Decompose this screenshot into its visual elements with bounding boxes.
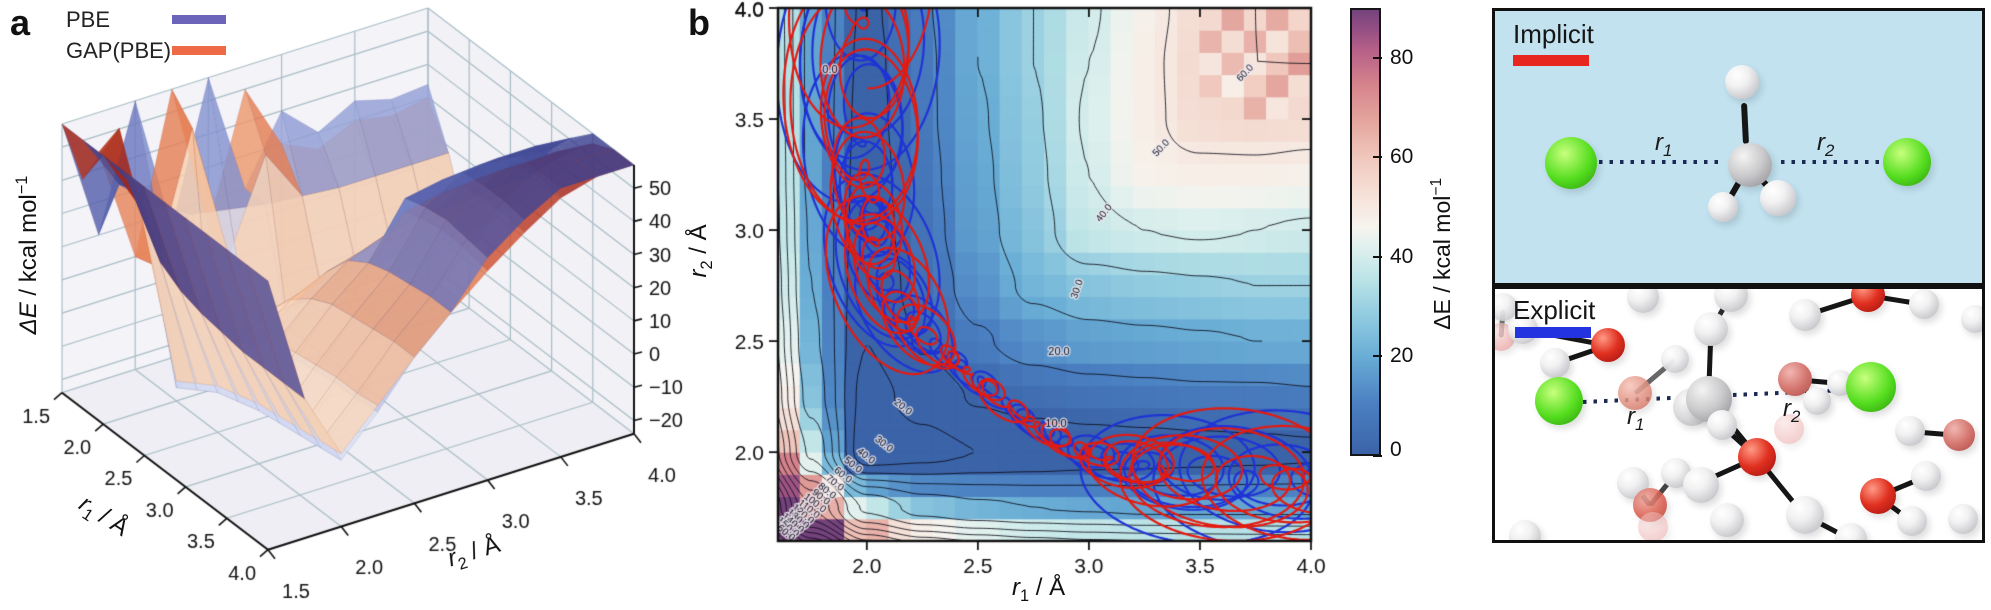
surface-plot-canvas (0, 0, 700, 610)
x-axis-title-contour: r1 / Å (1012, 574, 1066, 605)
explicit-r1-label: r1 (1627, 403, 1645, 434)
panel-a-label: a (10, 2, 31, 43)
legend-swatch-gap (172, 46, 226, 55)
atom-h (1897, 506, 1927, 536)
atom-h (1708, 192, 1738, 222)
y-axis-title-contour: r2 / Å (685, 224, 716, 278)
distance-dotted-line (1599, 160, 1720, 164)
z-axis-title: ΔE / kcal mol−1 (13, 175, 42, 335)
atom-cl (1545, 137, 1597, 189)
colorbar-tick-mark (1373, 355, 1382, 358)
colorbar-tick-label: 40 (1390, 244, 1414, 268)
colorbar-tick-mark (1373, 455, 1382, 457)
atom-orose (1943, 419, 1975, 451)
atom-h (1540, 348, 1570, 378)
colorbar-tick-mark (1373, 156, 1382, 159)
atom-o (1738, 438, 1776, 476)
colorbar-tick-mark (1373, 255, 1382, 258)
atom-h (1895, 416, 1925, 446)
atom-c (1728, 143, 1772, 187)
atom-ofade (1638, 512, 1668, 540)
atom-h (1725, 65, 1759, 99)
atom-h (1786, 496, 1824, 534)
atom-h (1789, 299, 1821, 331)
atom-h (1509, 520, 1541, 540)
atom-h (1661, 345, 1689, 373)
distance-dotted-line (1781, 160, 1881, 164)
colorbar-tick-label: 60 (1390, 145, 1414, 169)
explicit-model-panel: r1 r2 Explicit (1492, 286, 1985, 543)
legend-swatch-pbe (172, 15, 226, 24)
atom-h (1835, 523, 1867, 540)
implicit-color-bar (1513, 55, 1589, 66)
atom-h (1760, 180, 1796, 216)
legend-row-pbe: PBE (66, 4, 226, 35)
legend-label-pbe: PBE (66, 6, 111, 32)
colorbar-title: ΔE / kcal mol−1 (1428, 177, 1455, 330)
legend-label-gap: GAP(PBE) (66, 37, 172, 63)
atom-o (1860, 478, 1896, 514)
atom-h (1714, 289, 1748, 312)
implicit-model-panel: r1 r2 Implicit (1492, 8, 1985, 286)
colorbar-tick-mark (1373, 56, 1382, 59)
atom-cl (1846, 362, 1896, 412)
colorbar-tick-label: 0 (1390, 438, 1402, 461)
surface-legend: PBE GAP(PBE) (66, 4, 226, 66)
explicit-color-bar (1515, 327, 1591, 338)
implicit-label: Implicit (1513, 19, 1594, 49)
atom-h (1707, 410, 1737, 440)
atom-osalmon (1618, 376, 1652, 410)
atom-h (1911, 461, 1941, 491)
explicit-label: Explicit (1513, 295, 1596, 325)
atom-o (1591, 328, 1625, 362)
colorbar-tick-label: 80 (1390, 45, 1414, 69)
atom-ofade (1774, 414, 1804, 444)
contour-plot-canvas (700, 0, 1380, 610)
bond (1741, 102, 1749, 145)
atom-h (1627, 289, 1659, 313)
atom-h (1710, 503, 1744, 537)
atom-o (1851, 289, 1885, 312)
atom-cl (1883, 138, 1931, 186)
atom-h (1694, 312, 1728, 346)
atom-h (1948, 504, 1978, 534)
legend-row-gap: GAP(PBE) (66, 35, 226, 66)
explicit-r2-label: r2 (1783, 395, 1801, 426)
implicit-r1-label: r1 (1655, 129, 1673, 160)
atom-h (1683, 467, 1719, 503)
atom-h (1961, 305, 1982, 333)
colorbar-tick-label: 20 (1390, 344, 1414, 368)
atom-h (1909, 289, 1939, 319)
implicit-r2-label: r2 (1817, 129, 1835, 160)
atom-cl (1535, 377, 1583, 425)
atom-h (1803, 387, 1831, 415)
panel-b-label: b (688, 2, 710, 43)
atom-h (1495, 293, 1517, 321)
colorbar (1350, 8, 1381, 456)
